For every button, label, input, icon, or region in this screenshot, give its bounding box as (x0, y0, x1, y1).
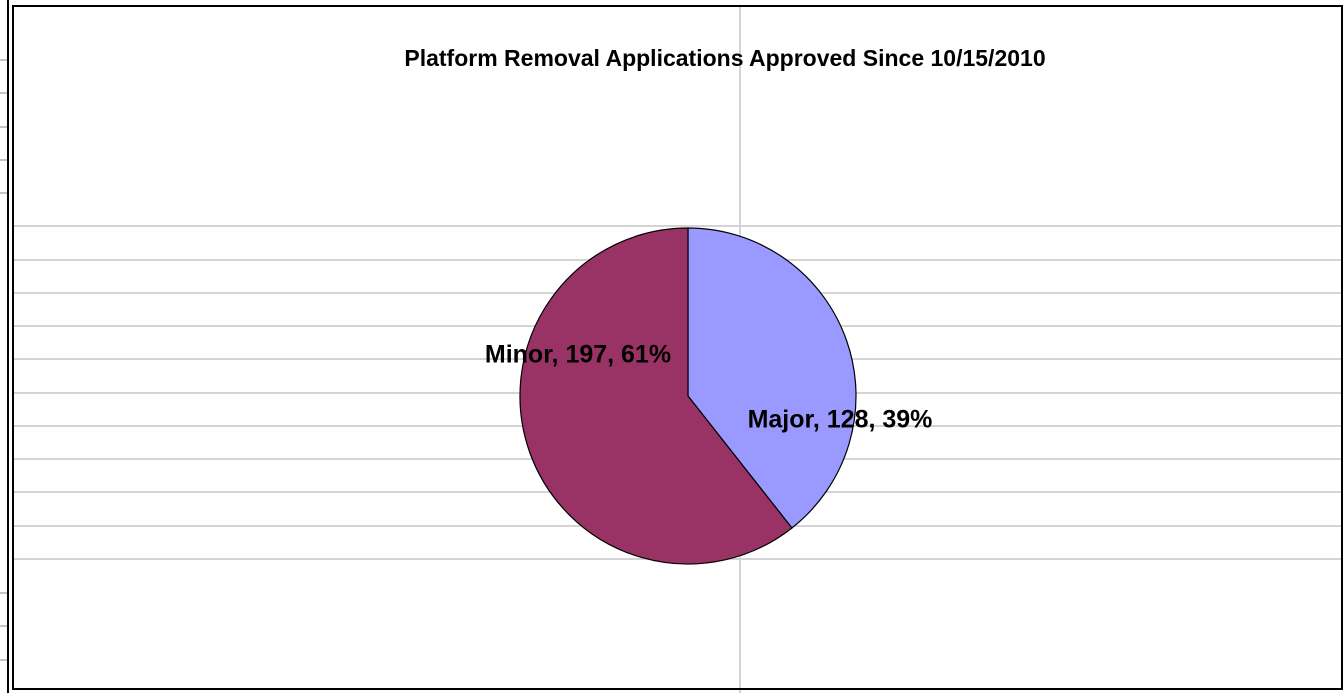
data-label: Major, 128, 39% (747, 405, 933, 434)
data-label: Minor, 197, 61% (484, 340, 672, 369)
pie-slice (687, 227, 857, 529)
pie-slice (519, 227, 793, 565)
left-strip (0, 0, 9, 693)
chart-frame (12, 5, 1343, 690)
pie (519, 227, 857, 565)
chart-title: Platform Removal Applications Approved S… (404, 45, 1045, 71)
